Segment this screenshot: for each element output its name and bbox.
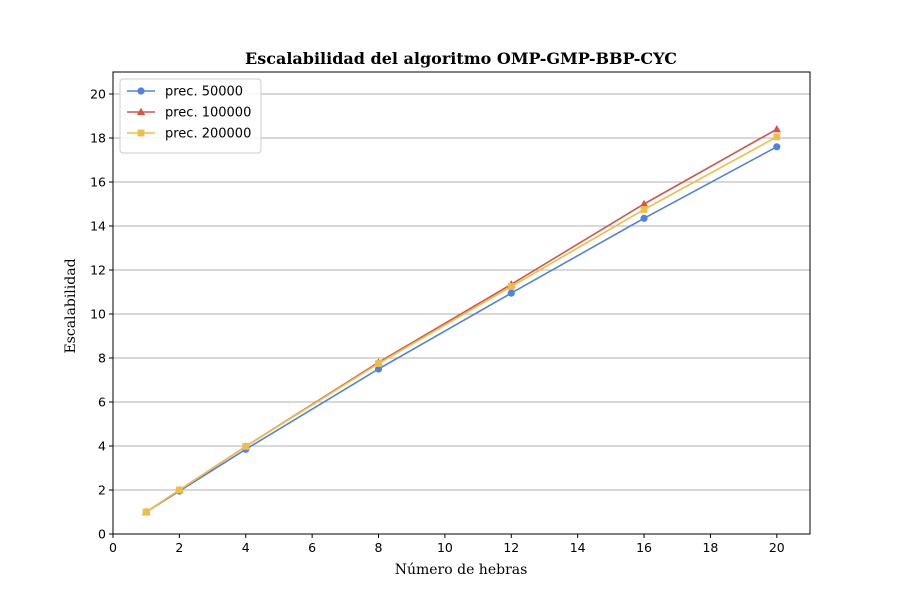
legend-marker (136, 107, 146, 116)
data-point (507, 283, 515, 290)
x-tick-label: 8 (375, 540, 383, 555)
legend-box (119, 78, 262, 154)
legend-entry: prec. 100000 (127, 106, 251, 121)
x-tick-label: 6 (308, 540, 316, 555)
legend-marker (137, 87, 145, 95)
y-tick-label: 12 (90, 263, 106, 278)
x-tick-label: 12 (503, 540, 519, 555)
chart-title: Escalabilidad del algoritmo OMP-GMP-BBP-… (245, 49, 677, 68)
series-2 (141, 125, 782, 516)
series-line (145, 136, 778, 513)
data-point (773, 133, 781, 141)
y-tick-label: 2 (98, 483, 106, 498)
y-axis-label: Escalabilidad (63, 258, 79, 353)
data-point (142, 508, 150, 516)
legend-label: prec. 200000 (165, 127, 251, 142)
y-tick-label: 14 (90, 219, 106, 234)
y-tick-label: 4 (98, 439, 106, 454)
y-tick-label: 8 (98, 351, 106, 366)
legend-label: prec. 100000 (165, 106, 251, 121)
x-tick-label: 18 (702, 540, 718, 555)
y-tick-label: 18 (90, 131, 106, 146)
x-tick-label: 4 (242, 540, 250, 555)
series-1 (142, 143, 781, 516)
x-axis-label: Número de hebras (395, 562, 528, 578)
data-point (773, 143, 781, 151)
data-point (640, 214, 648, 222)
x-tick-label: 2 (175, 540, 183, 555)
data-series (141, 125, 782, 516)
plot-frame (112, 71, 811, 535)
series-line (145, 128, 778, 513)
data-point (772, 125, 782, 133)
legend-label: prec. 50000 (165, 85, 243, 100)
y-tick-label: 6 (98, 395, 106, 410)
x-tick-label: 20 (769, 540, 785, 555)
x-tick-label: 0 (109, 540, 117, 555)
x-tick-label: 16 (636, 540, 652, 555)
data-point (374, 365, 383, 373)
y-tick-label: 16 (90, 175, 106, 190)
data-point (242, 443, 250, 450)
legend-entry: prec. 200000 (127, 127, 251, 142)
legend-entry: prec. 50000 (127, 85, 243, 100)
data-point (640, 206, 648, 213)
y-tick-label: 10 (90, 307, 106, 322)
y-tick-label: 0 (98, 527, 106, 542)
legend: prec. 50000 prec. 100000 prec. 200000 (119, 78, 262, 154)
x-tick-label: 14 (570, 540, 586, 555)
tick-labels: 0 2 4 6 8 10 12 14 16 18 20 0 2 4 6 8 10 12 14 16 18 20 (90, 87, 785, 556)
data-point (639, 199, 649, 208)
y-tick-label: 20 (90, 87, 106, 102)
data-point (507, 289, 515, 297)
legend-marker (137, 129, 145, 137)
axes (112, 71, 811, 535)
data-point (375, 360, 382, 367)
series-line (145, 146, 778, 513)
data-point (175, 486, 183, 494)
series-3 (142, 133, 781, 516)
x-tick-label: 10 (437, 540, 453, 555)
